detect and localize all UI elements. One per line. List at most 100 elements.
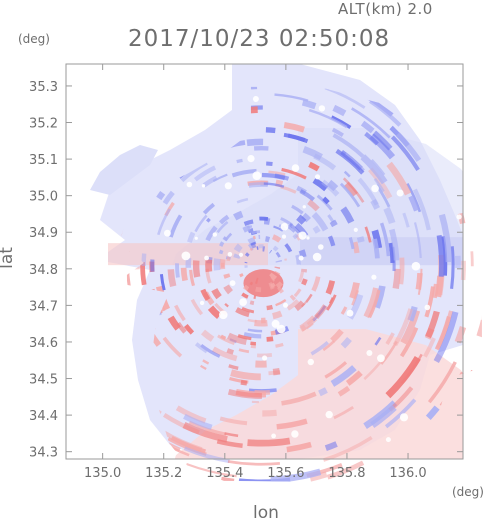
velocity-streak	[224, 237, 226, 240]
velocity-streak	[279, 289, 282, 291]
velocity-streak	[250, 343, 256, 344]
velocity-streak	[298, 217, 304, 222]
velocity-streak	[159, 97, 196, 117]
velocity-streak	[272, 279, 273, 280]
velocity-streak	[404, 69, 443, 104]
velocity-streak	[277, 272, 278, 273]
velocity-streak	[388, 67, 424, 95]
velocity-streak	[277, 283, 281, 287]
velocity-streak	[439, 235, 441, 276]
data-gap	[318, 244, 324, 250]
velocity-streak	[264, 221, 270, 222]
velocity-streak	[303, 279, 305, 284]
velocity-streak	[472, 251, 473, 266]
velocity-streak	[304, 491, 342, 501]
y-tick-label: 35.3	[29, 80, 58, 95]
velocity-streak	[86, 206, 95, 246]
x-tick-label: 135.0	[84, 466, 121, 481]
velocity-streak	[213, 27, 266, 32]
velocity-streak	[439, 107, 458, 132]
velocity-streak	[273, 314, 282, 317]
velocity-streak	[256, 289, 261, 290]
data-gap	[281, 223, 289, 231]
velocity-streak	[315, 227, 318, 232]
velocity-streak	[68, 309, 83, 351]
velocity-streak	[276, 344, 284, 346]
velocity-streak	[235, 214, 243, 218]
velocity-streak	[77, 260, 79, 290]
data-gap	[484, 330, 491, 337]
velocity-streak	[228, 257, 229, 261]
data-gap	[308, 359, 314, 365]
velocity-streak	[244, 228, 250, 231]
data-gap	[119, 325, 125, 331]
velocity-streak	[251, 42, 301, 45]
velocity-streak	[121, 369, 137, 388]
y-tick-label: 35.0	[29, 190, 58, 205]
data-gap	[412, 262, 421, 271]
velocity-streak	[241, 274, 242, 277]
data-gap	[299, 232, 307, 240]
data-gap	[200, 301, 204, 305]
velocity-streak	[266, 130, 275, 131]
velocity-streak	[396, 75, 430, 104]
velocity-streak	[209, 28, 265, 34]
velocity-streak	[110, 435, 127, 449]
velocity-streak	[266, 239, 270, 240]
velocity-streak	[305, 48, 318, 51]
velocity-streak	[279, 38, 306, 42]
data-gap	[457, 214, 462, 219]
data-gap	[277, 325, 286, 334]
velocity-streak	[121, 72, 148, 91]
velocity-streak	[283, 489, 319, 495]
data-gap	[225, 182, 232, 189]
velocity-streak	[165, 108, 197, 125]
velocity-streak	[104, 297, 113, 327]
velocity-streak	[317, 38, 353, 50]
velocity-streak	[204, 496, 238, 502]
velocity-streak	[160, 110, 187, 126]
velocity-streak	[196, 494, 250, 503]
velocity-streak	[381, 73, 401, 87]
data-gap	[252, 171, 261, 180]
x-tick-label: 136.0	[389, 466, 426, 481]
velocity-streak	[251, 346, 256, 347]
data-gap	[239, 253, 243, 257]
velocity-streak	[80, 114, 88, 123]
velocity-streak	[227, 350, 233, 352]
velocity-streak	[112, 381, 145, 414]
velocity-streak	[427, 91, 447, 112]
velocity-streak	[186, 49, 228, 60]
velocity-streak	[270, 252, 271, 253]
velocity-streak	[228, 461, 280, 464]
data-gap	[366, 350, 372, 356]
velocity-streak	[250, 27, 283, 28]
velocity-streak	[77, 233, 79, 244]
velocity-streak	[130, 300, 136, 317]
velocity-streak	[468, 376, 480, 396]
data-gap	[253, 96, 259, 102]
y-tick-label: 35.2	[29, 117, 58, 132]
velocity-streak	[117, 118, 125, 126]
velocity-streak	[360, 237, 361, 242]
data-gap	[83, 123, 89, 129]
data-gap	[377, 354, 385, 362]
velocity-streak	[187, 96, 197, 100]
velocity-streak	[262, 413, 276, 414]
data-gap	[291, 430, 298, 437]
data-gap	[107, 394, 113, 400]
velocity-streak	[224, 55, 266, 58]
velocity-streak	[41, 280, 43, 301]
velocity-streak	[226, 274, 227, 278]
y-tick-label: 34.4	[29, 409, 58, 424]
velocity-streak	[89, 114, 97, 123]
velocity-streak	[56, 87, 93, 132]
y-tick-label: 34.3	[29, 446, 58, 461]
velocity-streak	[91, 256, 93, 290]
velocity-streak	[171, 76, 194, 86]
x-tick-label: 135.2	[145, 466, 182, 481]
velocity-streak	[274, 247, 277, 250]
velocity-streak	[336, 482, 354, 489]
velocity-streak	[480, 286, 490, 337]
velocity-streak	[445, 106, 474, 148]
